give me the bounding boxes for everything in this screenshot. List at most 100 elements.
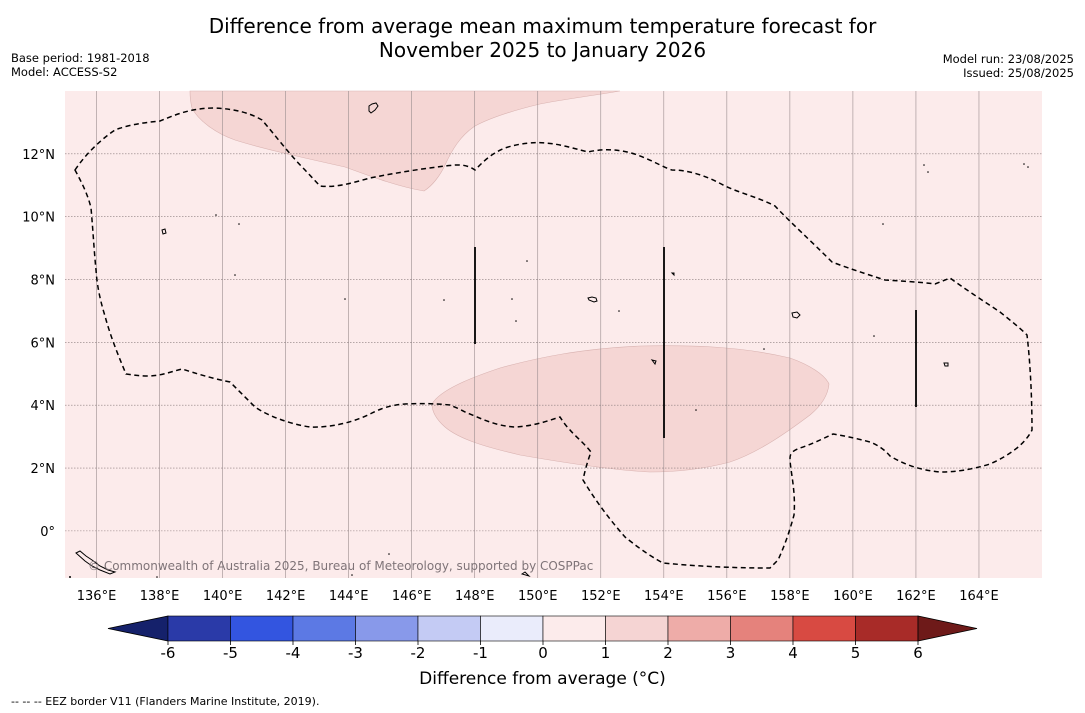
island	[161, 228, 167, 235]
island-dot	[388, 553, 390, 555]
chart-title: Difference from average mean maximum tem…	[0, 14, 1085, 62]
island-dot	[515, 320, 517, 322]
colorbar-segment	[355, 615, 419, 642]
lon-tick-label: 154°E	[644, 589, 684, 604]
anomaly-region-south	[431, 345, 830, 473]
island-dot	[156, 576, 158, 578]
colorbar-tick-label: -5	[223, 644, 238, 662]
colorbar-tick-label: 0	[538, 644, 548, 662]
island	[670, 272, 675, 277]
island-dot	[618, 310, 620, 312]
colorbar: -6 -5 -4 -3 -2 -1 0 1 2 3 4 5 6	[107, 615, 978, 662]
lon-tick-label: 136°E	[77, 589, 117, 604]
colorbar-tick-label: 4	[788, 644, 798, 662]
map-background	[65, 91, 1042, 578]
lon-tick-label: 150°E	[518, 589, 558, 604]
title-line-2: November 2025 to January 2026	[378, 38, 707, 62]
island-dot	[882, 223, 884, 225]
lat-tick-label: 12°N	[22, 148, 55, 163]
colorbar-tick-label: -4	[286, 644, 301, 662]
island-dot	[351, 574, 353, 576]
island-dot	[695, 409, 697, 411]
island-dot	[443, 299, 445, 301]
island-dot	[1023, 163, 1025, 165]
colorbar-tick-label: 5	[851, 644, 861, 662]
colorbar-tick-label: 2	[663, 644, 673, 662]
title-line-1: Difference from average mean maximum tem…	[208, 14, 877, 38]
colorbar-segment	[855, 615, 919, 642]
colorbar-segment	[292, 615, 356, 642]
lat-tick-label: 4°N	[31, 399, 56, 414]
lon-tick-label: 142°E	[266, 589, 306, 604]
islands	[75, 102, 949, 578]
lon-tick-label: 148°E	[455, 589, 495, 604]
island	[587, 296, 598, 303]
meta-left: Base period: 1981-2018 Model: ACCESS-S2	[11, 51, 150, 79]
model-run: Model run: 23/08/2025	[942, 52, 1074, 66]
colorbar-extend-low	[107, 615, 169, 642]
colorbar-label: Difference from average (°C)	[419, 669, 666, 689]
base-period: Base period: 1981-2018	[11, 51, 150, 65]
island	[520, 571, 531, 578]
colorbar-tick-label: -2	[411, 644, 426, 662]
island-dot	[873, 335, 875, 337]
map-panel: © Commonwealth of Australia 2025, Bureau…	[65, 90, 1042, 578]
island-dot	[344, 298, 346, 300]
island-dot	[215, 214, 217, 216]
island-dot	[238, 223, 240, 225]
colorbar-tick-label: 1	[601, 644, 611, 662]
lon-tick-label: 164°E	[959, 589, 999, 604]
lon-tick-label: 144°E	[329, 589, 369, 604]
lon-tick-label: 156°E	[707, 589, 747, 604]
lon-tick-label: 158°E	[770, 589, 810, 604]
island-dot	[927, 171, 929, 173]
eez-footnote: -- -- -- EEZ border V11 (Flanders Marine…	[11, 695, 320, 708]
lat-tick-label: 6°N	[31, 336, 56, 351]
island-dots	[69, 163, 1029, 578]
island	[75, 550, 117, 575]
island-dot	[69, 576, 71, 578]
lon-tick-label: 146°E	[392, 589, 432, 604]
colorbar-tick-label: -1	[473, 644, 488, 662]
meta-right: Model run: 23/08/2025 Issued: 25/08/2025	[943, 52, 1074, 80]
longitude-labels: 136°E 138°E 140°E 142°E 144°E 146°E 148°E 150°E…	[77, 589, 999, 604]
colorbar-segment	[667, 615, 731, 642]
model-name: Model: ACCESS-S2	[11, 65, 118, 79]
island-dot	[234, 274, 236, 276]
colorbar-segment	[792, 615, 856, 642]
island-dot	[526, 260, 528, 262]
island-dot	[923, 164, 925, 166]
lat-tick-label: 0°	[40, 525, 55, 540]
copyright-text: © Commonwealth of Australia 2025, Bureau…	[88, 559, 593, 573]
eez-border	[74, 107, 1033, 569]
colorbar-tick-label: 3	[726, 644, 736, 662]
anomaly-region-north	[189, 90, 621, 192]
lat-tick-label: 2°N	[31, 462, 56, 477]
lon-tick-label: 152°E	[581, 589, 621, 604]
island	[791, 311, 801, 319]
island	[943, 362, 949, 367]
island	[650, 359, 657, 366]
colorbar-segment	[480, 615, 544, 642]
colorbar-extend-high	[917, 615, 978, 642]
lon-tick-label: 140°E	[203, 589, 243, 604]
issued-date: Issued: 25/08/2025	[963, 66, 1074, 80]
colorbar-segment	[605, 615, 669, 642]
island-dot	[1027, 166, 1029, 168]
island	[368, 102, 379, 114]
colorbar-segment	[542, 615, 606, 642]
colorbar-tick-label: -6	[161, 644, 176, 662]
island-dot	[511, 298, 513, 300]
lon-tick-label: 162°E	[896, 589, 936, 604]
lat-tick-label: 8°N	[31, 274, 56, 289]
colorbar-tick-label: -3	[348, 644, 363, 662]
lon-tick-label: 160°E	[833, 589, 873, 604]
lon-tick-label: 138°E	[140, 589, 180, 604]
latitude-labels: 0° 2°N 4°N 6°N 8°N 10°N 12°N	[22, 148, 55, 540]
colorbar-segment	[230, 615, 294, 642]
island-dot	[763, 348, 765, 350]
colorbar-segment	[417, 615, 481, 642]
colorbar-tick-label: 6	[913, 644, 923, 662]
lat-tick-label: 10°N	[22, 211, 55, 226]
